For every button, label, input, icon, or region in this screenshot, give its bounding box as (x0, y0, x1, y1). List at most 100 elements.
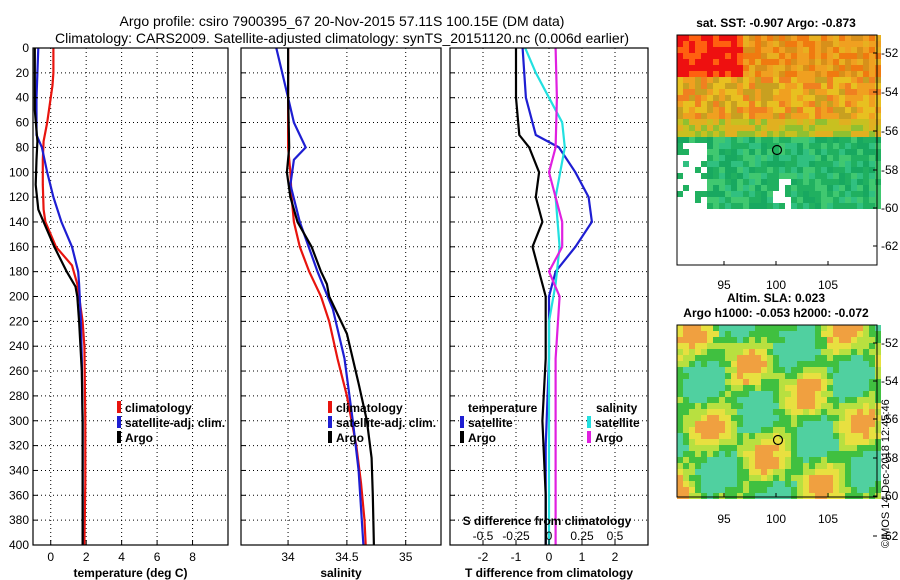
map-cell (857, 35, 863, 41)
map-cell (683, 173, 689, 179)
map-cell (683, 481, 689, 487)
map-cell (845, 77, 851, 83)
map-cell (863, 161, 869, 167)
map-cell (683, 179, 689, 185)
map-cell (749, 421, 755, 427)
map-cell (743, 469, 749, 475)
map-cell (749, 65, 755, 71)
y-tick-label: 80 (16, 140, 30, 154)
map-cell (791, 197, 797, 203)
map-cell (743, 349, 749, 355)
map-cell (701, 475, 707, 481)
map-cell (767, 83, 773, 89)
map-cell (827, 155, 833, 161)
map-cell (875, 35, 881, 41)
map-cell (821, 203, 827, 209)
map-cell (683, 95, 689, 101)
map-frame (676, 324, 878, 498)
map-cell (815, 349, 821, 355)
map-cell (821, 469, 827, 475)
map-cell (791, 191, 797, 197)
map-cell (797, 143, 803, 149)
map-cell (875, 59, 881, 65)
map-cell (857, 469, 863, 475)
map-cell (725, 409, 731, 415)
map-cell (857, 83, 863, 89)
y-tick-label: 300 (9, 414, 29, 428)
map-cell (869, 469, 875, 475)
map-cell (683, 337, 689, 343)
map-cell (731, 71, 737, 77)
map-cell (833, 107, 839, 113)
imos-watermark: ©IMOS 14-Dec-2018 12:45:46 (880, 399, 892, 548)
map-cell (863, 113, 869, 119)
map-cell (851, 469, 857, 475)
map-cell (803, 487, 809, 493)
map-cell (701, 101, 707, 107)
map-cell (743, 379, 749, 385)
map-cell (803, 475, 809, 481)
map-cell (695, 77, 701, 83)
map-cell (737, 47, 743, 53)
map-cell (869, 421, 875, 427)
map-cell (797, 47, 803, 53)
map-cell (761, 155, 767, 161)
map-cell (863, 325, 869, 331)
map-cell (809, 421, 815, 427)
map-cell (851, 173, 857, 179)
map-cell (695, 463, 701, 469)
map-cell (719, 337, 725, 343)
map-cell (785, 65, 791, 71)
map-cell (821, 191, 827, 197)
map-cell (821, 415, 827, 421)
map-cell (839, 185, 845, 191)
map-cell (767, 161, 773, 167)
map-cell (845, 137, 851, 143)
map-cell (749, 343, 755, 349)
map-cell (695, 89, 701, 95)
map-cell (755, 125, 761, 131)
map-cell (857, 343, 863, 349)
map-cell (707, 47, 713, 53)
map-cell (713, 409, 719, 415)
argo-position-marker (772, 434, 784, 446)
map-cell (725, 403, 731, 409)
map-cell (761, 463, 767, 469)
map-cell (713, 481, 719, 487)
map-cell (725, 53, 731, 59)
map-cell (761, 331, 767, 337)
map-cell (875, 397, 881, 403)
map-cell (743, 427, 749, 433)
map-cell (851, 463, 857, 469)
map-cell (845, 143, 851, 149)
map-cell (857, 493, 863, 499)
map-cell (785, 107, 791, 113)
map-cell (749, 439, 755, 445)
map-cell (869, 433, 875, 439)
map-cell (719, 119, 725, 125)
map-cell (833, 143, 839, 149)
map-cell (851, 457, 857, 463)
y-tick-label: 360 (9, 488, 29, 502)
map-cell (839, 421, 845, 427)
map-cell (839, 125, 845, 131)
map-cell (851, 355, 857, 361)
map-cell (821, 379, 827, 385)
map-cell (677, 373, 683, 379)
map-cell (779, 493, 785, 499)
map-cell (683, 457, 689, 463)
map-cell (827, 47, 833, 53)
map-cell (707, 331, 713, 337)
map-cell (677, 101, 683, 107)
map-cell (773, 487, 779, 493)
map-cell (869, 53, 875, 59)
map-cell (755, 349, 761, 355)
map-cell (833, 125, 839, 131)
map-cell (821, 179, 827, 185)
map-cell (827, 143, 833, 149)
legend-label: satellite-adj. clim. (125, 416, 225, 430)
map-cell (719, 481, 725, 487)
map-cell (707, 409, 713, 415)
map-cell (809, 385, 815, 391)
map-cell (713, 203, 719, 209)
